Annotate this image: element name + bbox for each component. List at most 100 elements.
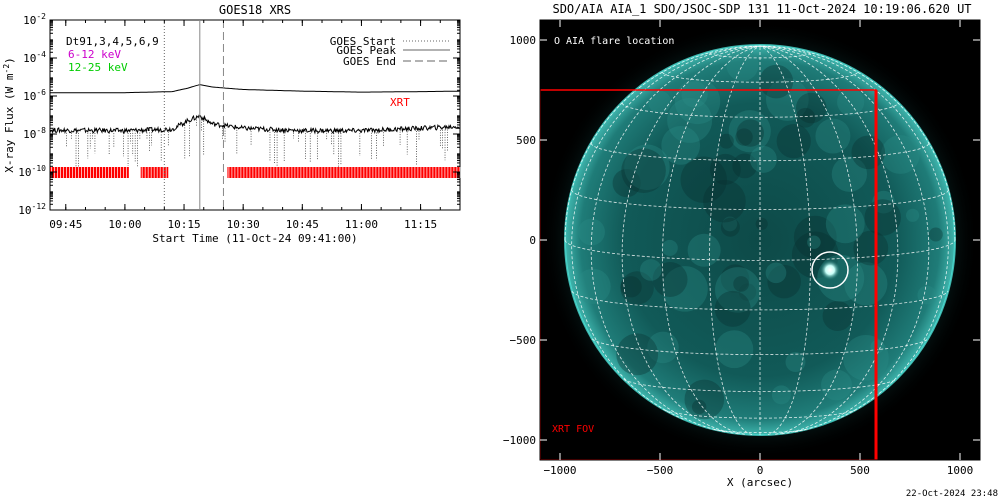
goes-x-axis-label: Start Time (11-Oct-24 09:41:00) (152, 232, 357, 245)
longitude-line (759, 45, 899, 435)
solar-surface-feature (620, 271, 654, 305)
longitude-line (564, 45, 761, 241)
solar-surface-feature (720, 264, 750, 293)
solar-surface-feature (822, 300, 853, 332)
solar-surface-feature (767, 264, 801, 299)
solar-surface-feature (785, 352, 806, 372)
aia-y-tick-label: 500 (516, 134, 536, 147)
goes-plot-title: GOES18 XRS (219, 3, 291, 17)
aia-image-plot: SDO/AIA AIA_1 SDO/JSOC-SDP 131 11-Oct-20… (503, 2, 981, 489)
solar-surface-feature (648, 90, 671, 114)
solar-surface-feature (720, 217, 740, 237)
longitude-line (759, 45, 956, 241)
aia-y-tick-label: −500 (510, 334, 537, 347)
solar-surface-feature (738, 283, 757, 301)
aia-x-tick-label: 500 (850, 464, 870, 477)
solar-surface-feature (872, 190, 895, 214)
footer-timestamp: 22-Oct-2024 23:48 (906, 489, 998, 499)
aia-y-tick-label: 0 (529, 234, 536, 247)
xrt-fov-label: XRT FOV (552, 424, 594, 435)
longitude-line (759, 45, 930, 433)
heliographic-grid (564, 45, 956, 435)
solar-surface-feature (795, 107, 816, 128)
goes-y-tick-label: 10-6 (23, 88, 46, 103)
solar-surface-feature (733, 276, 749, 292)
aia-plot-title: SDO/AIA AIA_1 SDO/JSOC-SDP 131 11-Oct-20… (552, 2, 971, 16)
solar-surface-feature (714, 290, 751, 327)
solar-surface-feature (728, 110, 771, 153)
solar-surface-feature (652, 262, 688, 297)
solar-surface-feature (621, 148, 666, 193)
goes-y-axis-label: X-ray Flux (W m-2) (2, 57, 16, 173)
aia-y-ticks: 1000 500 0 −500 −1000 (503, 34, 980, 447)
solar-surface-feature (765, 78, 809, 121)
solar-surface-feature (575, 268, 611, 304)
goes-x-tick-label: 10:45 (286, 218, 319, 231)
solar-surface-feature (837, 88, 865, 116)
longitude-line (759, 45, 811, 435)
flare-location-legend: O AIA flare location (554, 36, 674, 47)
xrt-coverage-bars (50, 167, 461, 178)
goes-x-tick-label: 11:00 (345, 218, 378, 231)
solar-surface-feature (928, 227, 943, 242)
goes-y-tick-label: 10-4 (23, 50, 46, 65)
xrt-label: XRT (390, 96, 410, 109)
solar-surface-feature (722, 216, 738, 232)
goes-x-tick-label: 10:30 (227, 218, 260, 231)
goes-x-tick-label: 09:45 (49, 218, 82, 231)
goes-y-axis-label-close: ) (3, 57, 16, 64)
solar-surface-feature (815, 118, 851, 154)
flare-brightening (820, 260, 840, 280)
solar-surface-feature (681, 81, 708, 108)
solar-surface-feature (703, 179, 746, 223)
solar-surface-feature (680, 156, 727, 203)
latitude-line (564, 239, 956, 261)
legend-goes-peak-label: GOES Peak (336, 44, 396, 57)
longitude-line (571, 45, 761, 420)
goes-x-tick-label: 11:15 (404, 218, 437, 231)
solar-surface-feature (851, 135, 886, 170)
solar-surface-feature (853, 230, 889, 266)
goes-series-line-high-energy (49, 114, 460, 135)
solar-surface-feature (661, 239, 678, 257)
solar-surface-feature (776, 124, 811, 159)
goes-legend-detectors: Dt91,3,4,5,6,9 (66, 35, 159, 48)
solar-surface-feature (684, 379, 725, 420)
solar-surface-feature (735, 128, 753, 146)
solar-surface-feature (817, 254, 865, 302)
latitude-line (623, 379, 897, 392)
solar-surface-feature (647, 331, 679, 364)
flare-location-marker (811, 251, 849, 289)
solar-surface-feature (807, 235, 821, 249)
solar-surface-feature (691, 399, 707, 415)
goes-plot-frame (49, 19, 461, 211)
solar-surface-feature (640, 259, 662, 281)
aia-x-tick-label: 0 (757, 464, 764, 477)
solar-surface-feature (662, 266, 708, 312)
solar-surface-feature (616, 333, 659, 376)
goes-y-tick-label: 10-2 (23, 12, 46, 27)
solar-surface-feature (709, 153, 741, 185)
goes-x-tick-label: 10:00 (108, 218, 141, 231)
aia-x-tick-label: −500 (647, 464, 674, 477)
solar-surface-feature (771, 385, 791, 405)
solar-surface-feature (906, 208, 920, 222)
xrt-coverage-bar (227, 167, 460, 178)
solar-surface-feature (917, 285, 937, 305)
flare-location-circle (811, 251, 849, 289)
solar-surface-feature (732, 153, 758, 179)
solar-surface-feature (821, 369, 852, 401)
goes-y-axis-label-main: X-ray Flux (W m (3, 73, 16, 173)
goes-legend-high-energy: 12-25 keV (68, 61, 128, 74)
goes-series (49, 84, 461, 168)
solar-surface-feature (765, 262, 787, 284)
goes-y-ticks: 10-2 10-4 10-6 10-8 10-10 10-12 (18, 12, 460, 217)
goes-y-tick-label: 10-10 (18, 164, 46, 179)
solar-surface-feature (620, 276, 642, 298)
solar-surface-feature (736, 119, 764, 147)
xrt-coverage-bar (50, 167, 129, 178)
goes-legend-low-energy: 6-12 keV (68, 48, 121, 61)
goes-event-legend: GOES Start GOES Peak GOES End (330, 35, 450, 68)
solar-surface-feature (687, 233, 721, 267)
solar-surface-feature (864, 199, 901, 236)
